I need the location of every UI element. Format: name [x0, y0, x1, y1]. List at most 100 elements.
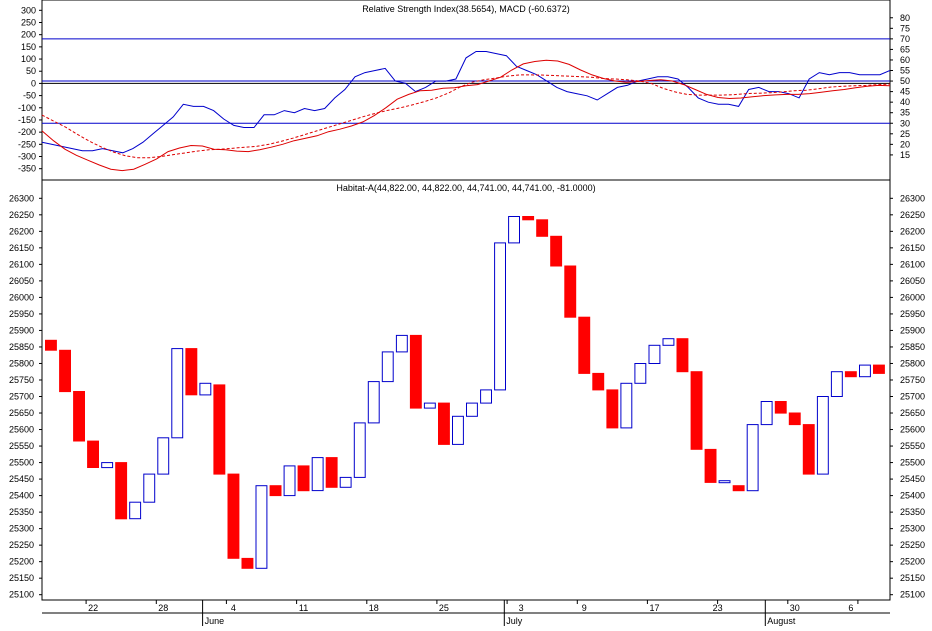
price-left-tick-label: 25800: [9, 358, 34, 368]
price-left-tick-label: 25450: [9, 474, 34, 484]
candle-up: [353, 422, 366, 478]
candle-up: [746, 424, 759, 492]
candle-up: [395, 334, 408, 353]
candle-up: [648, 344, 661, 364]
indicator-right-tick-label: 55: [900, 66, 910, 76]
x-tick-label: 4: [231, 603, 236, 613]
price-left-tick-label: 25700: [9, 392, 34, 402]
price-left-tick-label: 25850: [9, 342, 34, 352]
price-right-tick-label: 26100: [900, 259, 925, 269]
plot-frame: [41, 0, 891, 601]
price-right-tick-label: 25750: [900, 375, 925, 385]
price-left-tick-label: 25250: [9, 540, 34, 550]
price-left-tick-label: 25750: [9, 375, 34, 385]
candle-down: [325, 457, 338, 488]
candle-down: [774, 401, 787, 414]
x-tick-label: 6: [848, 603, 853, 613]
indicator-left-tick-label: -350: [18, 164, 36, 174]
candle-down: [704, 448, 717, 483]
x-tick-label: 17: [649, 603, 659, 613]
x-tick-label: 9: [582, 603, 587, 613]
candle-up: [508, 216, 521, 244]
x-tick-label: 18: [369, 603, 379, 613]
candle-up: [620, 382, 633, 429]
candle-up: [157, 437, 170, 475]
indicator-left-tick-label: 100: [21, 54, 36, 64]
candle-down: [522, 216, 535, 221]
series-line-signal: [41, 74, 891, 159]
x-tick-label: 23: [713, 603, 723, 613]
price-right-tick-label: 25100: [900, 590, 925, 600]
x-tick-label: 28: [158, 603, 168, 613]
candle-down: [550, 235, 563, 267]
candle-up: [199, 382, 212, 396]
price-left-tick-label: 25350: [9, 507, 34, 517]
price-right-tick-label: 25300: [900, 524, 925, 534]
indicator-right-tick-label: 65: [900, 44, 910, 54]
price-left-tick-label: 25100: [9, 590, 34, 600]
candle-down: [227, 473, 240, 559]
candle-up: [760, 401, 773, 426]
indicator-right-tick-label: 25: [900, 129, 910, 139]
price-left-tick-label: 25600: [9, 425, 34, 435]
price-right-tick-label: 25200: [900, 557, 925, 567]
price-left-tick-label: 26050: [9, 276, 34, 286]
candle-down: [409, 334, 422, 409]
x-tick-label: 22: [88, 603, 98, 613]
indicator-left-tick-label: 250: [21, 17, 36, 27]
month-label: June: [205, 616, 225, 626]
price-left-tick-label: 25400: [9, 491, 34, 501]
price-left-tick-label: 25300: [9, 524, 34, 534]
candle-down: [844, 371, 857, 378]
candle-up: [423, 402, 436, 409]
price-left-tick-label: 26300: [9, 193, 34, 203]
x-tick-label: 3: [519, 603, 524, 613]
indicator-right-tick-label: 70: [900, 34, 910, 44]
indicator-right-tick-label: 40: [900, 97, 910, 107]
price-right-tick-label: 25900: [900, 325, 925, 335]
series-line-rsi: [41, 51, 891, 154]
candle-down: [788, 412, 801, 426]
candle-down: [676, 338, 689, 373]
indicator-right-tick-label: 75: [900, 23, 910, 33]
indicator-right-tick-label: 60: [900, 55, 910, 65]
price-right-tick-label: 26050: [900, 276, 925, 286]
price-left-tick-label: 25550: [9, 441, 34, 451]
candle-down: [606, 389, 619, 429]
month-label: August: [767, 616, 796, 626]
candle-down: [115, 462, 128, 520]
candle-down: [45, 339, 57, 351]
candle-up: [859, 364, 871, 378]
candle-down: [59, 349, 71, 393]
candle-up: [381, 351, 394, 383]
x-tick-label: 30: [790, 603, 800, 613]
series-line-macd: [41, 59, 891, 172]
price-right-tick-label: 25500: [900, 458, 925, 468]
candle-down: [438, 402, 450, 445]
candle-down: [185, 348, 198, 396]
indicator-right-tick-label: 30: [900, 118, 910, 128]
indicator-right-tick-label: 80: [900, 13, 910, 23]
candle-down: [690, 371, 703, 450]
price-right-tick-label: 25150: [900, 573, 925, 583]
price-right-tick-label: 26200: [900, 226, 925, 236]
candle-up: [129, 501, 142, 520]
price-right-tick-label: 25700: [900, 392, 925, 402]
candle-down: [269, 485, 282, 497]
price-left-tick-label: 25950: [9, 309, 34, 319]
candle-up: [339, 476, 352, 488]
price-left-tick-label: 25900: [9, 325, 34, 335]
price-right-tick-label: 25950: [900, 309, 925, 319]
price-right-tick-label: 25600: [900, 425, 925, 435]
candle-down: [87, 440, 99, 469]
price-left-tick-label: 26150: [9, 243, 34, 253]
price-right-tick-label: 26250: [900, 210, 925, 220]
indicator-right-tick-label: 45: [900, 87, 910, 97]
indicator-left-tick-label: -250: [18, 139, 36, 149]
price-left-tick-label: 26100: [9, 259, 34, 269]
price-right-tick-label: 25550: [900, 441, 925, 451]
price-left-tick-label: 26250: [9, 210, 34, 220]
candle-down: [592, 372, 605, 391]
indicator-right-tick-label: 35: [900, 108, 910, 118]
